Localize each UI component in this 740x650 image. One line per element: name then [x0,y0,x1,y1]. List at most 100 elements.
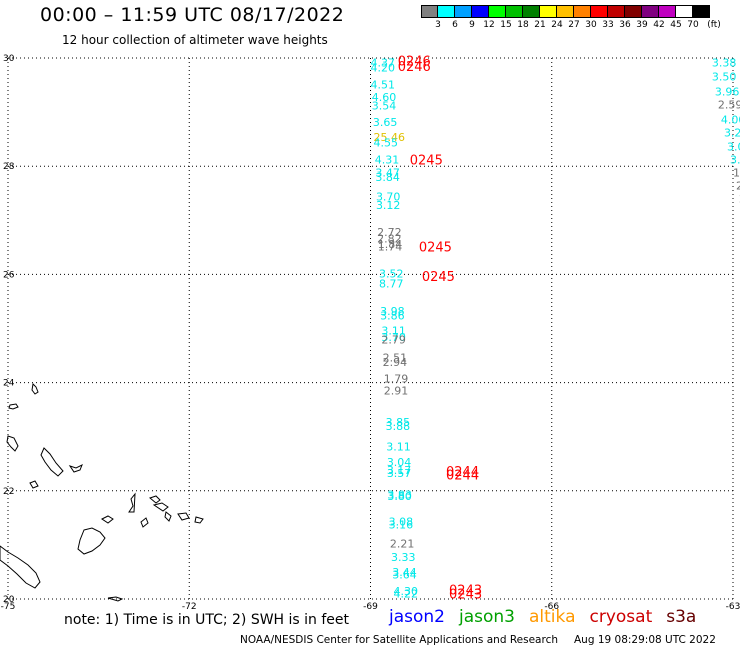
legend-tick-label: 21 [534,20,546,30]
swh-label: 3.50 [712,70,737,83]
island-outline [177,512,190,521]
swh-label: 4.00 [721,114,740,127]
legend-swatch [625,5,642,18]
swh-label: 3.70 [376,190,401,203]
legend-swatch [608,5,625,18]
pass-time-label: 0245 [422,270,455,285]
legend-swatch [676,5,693,18]
swh-label: 4.37 [371,56,396,69]
swh-label: 2.72 [377,226,402,239]
pass-time-label: 0246 [398,60,431,75]
swh-label: 3.20 [724,127,740,140]
island-outline [6,435,19,452]
swh-label: 3.86 [380,310,405,323]
legend-label-row: 3 6 9 12 15 18 21 24 27 30 33 36 39 42 45 70 (ft) [421,18,740,30]
chart-title: 00:00 – 11:59 UTC 08/17/2022 [40,4,345,26]
island-outline [140,517,149,528]
swh-label: 3.17 [387,464,412,477]
swh-label: 2.79 [381,333,406,346]
swh-label: 2.95 [736,180,740,193]
x-tick-label: -69 [363,602,378,612]
swh-label: 3.70 [381,331,406,344]
pass-time-label: 0243 [449,588,482,603]
pass-time-label: 0244 [446,469,479,484]
mission-altika: altika [529,607,576,627]
swh-label: 4.22 [393,588,418,601]
swh-label: 3.65 [373,116,398,129]
island-outline [164,511,172,522]
island-outline [107,596,124,602]
mission-cryosat: cryosat [589,607,653,627]
mission-jason2: jason2 [389,607,445,627]
island-outline [101,515,114,524]
generation-timestamp: Aug 19 08:29:08 UTC 2022 [574,634,716,646]
island-outline [29,480,39,489]
mission-jason3: jason3 [459,607,515,627]
legend-swatch [591,5,608,18]
chart-subtitle: 12 hour collection of altimeter wave hei… [62,33,328,47]
swh-label: 3.64 [392,569,417,582]
swh-label: 3.80 [387,490,412,503]
swh-label: 4.20 [371,62,396,75]
legend-tick-label: 24 [551,20,563,30]
legend-tick-label: 30 [585,20,597,30]
swh-label: 3.83 [387,489,412,502]
credit-line: NOAA/NESDIS Center for Satellite Applica… [240,634,732,646]
legend-swatch [489,5,506,18]
swh-label: 3.47 [375,167,400,180]
legend-swatch [472,5,489,18]
swh-label: 3.12 [376,199,401,212]
pass-time-label: 0245 [410,154,443,169]
island-outline [152,502,169,512]
swh-label: 2.82 [377,233,402,246]
swh-label: 3.02 [727,141,740,154]
legend-tick-label: 45 [670,20,682,30]
swh-label: 3.85 [386,416,411,429]
y-tick-label: 20 [3,595,15,605]
x-tick-label: -75 [1,602,16,612]
mission-legend: jason2 jason3 altika cryosat s3a [389,607,710,627]
swh-label: 3.44 [392,566,417,579]
swh-label: 4.55 [374,136,399,149]
island-outline [77,527,106,555]
swh-label: 4.60 [372,91,397,104]
legend-tick-label: 36 [619,20,631,30]
swh-label: 3.04 [387,456,412,469]
legend-tick-label: 12 [483,20,495,30]
swh-label: 2.91 [384,385,409,398]
y-tick-label: 30 [3,54,15,64]
island-outline [31,382,39,395]
legend-swatch [574,5,591,18]
island-outline [128,492,136,513]
legend-swatch [455,5,472,18]
swh-label: 3.98 [380,305,405,318]
swh-label: 4.30 [393,585,418,598]
swh-label: 3.57 [387,467,412,480]
swh-label: 8.77 [379,278,404,291]
pass-time-label: 0245 [419,240,452,255]
island-outline [194,516,204,524]
swh-label: 3.38 [712,56,737,69]
legend-tick-label: 15 [500,20,512,30]
organization-credit: NOAA/NESDIS Center for Satellite Applica… [240,634,558,646]
legend-swatch [693,5,710,18]
swh-label: 2.59 [718,99,740,112]
legend-tick-label: 18 [517,20,529,30]
axis-tick-labels: -75-72-69-66-63-60202224262830 [1,54,740,612]
legend-tick-label: 3 [435,20,441,30]
swh-label: 3.16 [389,518,414,531]
legend-swatch [557,5,574,18]
y-tick-label: 28 [3,162,15,172]
x-tick-label: -63 [726,602,740,612]
swh-label: 3.11 [386,440,411,453]
pass-time-label: 0246 [398,55,431,70]
swh-label: 1.79 [384,372,409,385]
legend-swatch [642,5,659,18]
x-tick-label: -72 [182,602,197,612]
legend-tick-label: 9 [469,20,475,30]
pass-time-label: 0244 [446,465,479,480]
swh-label: 3.11 [381,325,406,338]
swh-label: 1.66 [733,167,740,180]
swh-label: 3.08 [389,516,414,529]
